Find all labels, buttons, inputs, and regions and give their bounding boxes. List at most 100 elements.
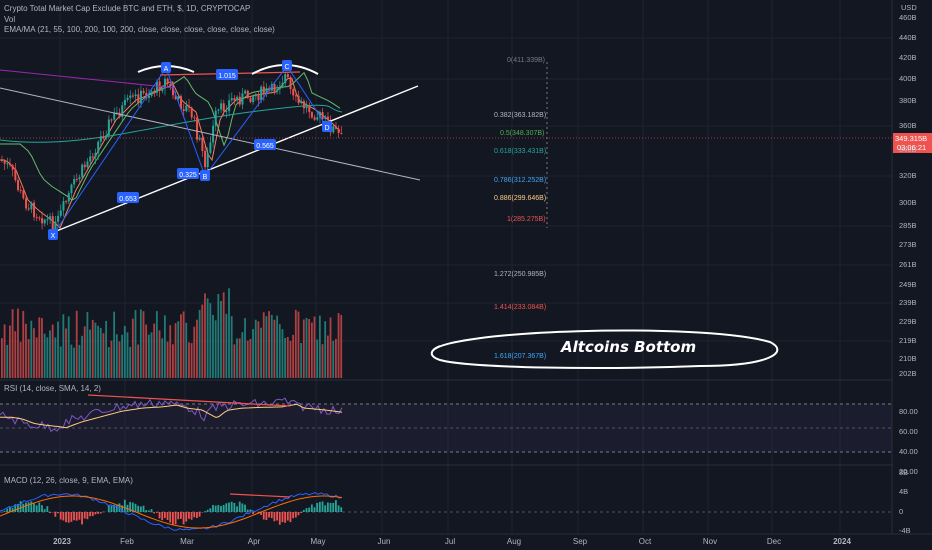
candle[interactable] — [113, 107, 116, 123]
candle[interactable] — [172, 81, 174, 100]
candle[interactable] — [276, 85, 279, 95]
candle[interactable] — [129, 90, 132, 104]
candle[interactable] — [126, 94, 129, 103]
candle[interactable] — [67, 190, 70, 205]
candle[interactable] — [163, 75, 166, 96]
ema-label[interactable]: EMA/MA (21, 55, 100, 200, 100, 200, clos… — [4, 25, 275, 34]
fib-level-label[interactable]: 0.618(333.431B) — [494, 148, 547, 155]
pattern-point-b[interactable]: B — [200, 170, 210, 181]
fib-level-label[interactable]: 0(411.339B) — [507, 57, 546, 64]
candle[interactable] — [281, 75, 284, 89]
candle[interactable] — [145, 87, 148, 101]
pattern-point-x[interactable]: X — [48, 229, 58, 240]
candle[interactable] — [206, 147, 209, 170]
candle[interactable] — [220, 99, 223, 114]
candle[interactable] — [238, 92, 241, 107]
candle[interactable] — [99, 130, 102, 148]
candle[interactable] — [198, 134, 201, 142]
fib-level-label[interactable]: 1.414(233.084B) — [494, 304, 547, 311]
candle[interactable] — [284, 72, 287, 87]
fib-level-label[interactable]: 0.382(363.182B) — [494, 112, 547, 119]
candle[interactable] — [233, 95, 236, 106]
fib-level-label[interactable]: 0.886(299.646B) — [494, 195, 547, 202]
pattern-ratio-label[interactable]: 0.565 — [254, 139, 276, 150]
candle[interactable] — [166, 77, 169, 88]
candle[interactable] — [6, 157, 9, 169]
currency-label[interactable]: USD — [901, 3, 917, 12]
candle[interactable] — [107, 115, 110, 139]
candle[interactable] — [278, 81, 281, 95]
candle[interactable] — [57, 210, 60, 227]
candle[interactable] — [65, 199, 68, 205]
candle[interactable] — [201, 134, 204, 157]
candle[interactable] — [244, 88, 247, 95]
candle[interactable] — [27, 203, 30, 212]
candle[interactable] — [9, 158, 12, 168]
candle[interactable] — [289, 75, 292, 95]
candle[interactable] — [83, 160, 86, 171]
trendline-resistance[interactable] — [0, 87, 421, 181]
candle[interactable] — [270, 81, 273, 94]
candle[interactable] — [75, 173, 78, 183]
candle[interactable] — [321, 107, 324, 124]
candle[interactable] — [252, 94, 255, 105]
candle[interactable] — [310, 111, 313, 120]
candle[interactable] — [188, 98, 191, 113]
candle[interactable] — [313, 114, 316, 122]
trendline-purple[interactable] — [0, 69, 176, 89]
candle[interactable] — [30, 201, 33, 213]
candle[interactable] — [228, 93, 231, 117]
fib-level-label[interactable]: 0.5(348.307B) — [500, 130, 545, 137]
candle[interactable] — [193, 114, 196, 122]
candle[interactable] — [97, 140, 100, 160]
xabcd-pattern[interactable]: X A B C D 0.653 1.015 0.325 0.565 — [48, 60, 332, 240]
candle[interactable] — [196, 116, 199, 143]
candle[interactable] — [38, 215, 41, 221]
candle[interactable] — [326, 111, 329, 122]
candle[interactable] — [209, 136, 212, 155]
candle[interactable] — [155, 79, 158, 97]
candle[interactable] — [249, 96, 252, 104]
candle[interactable] — [273, 81, 276, 95]
candle[interactable] — [254, 93, 257, 101]
candle[interactable] — [121, 101, 124, 122]
candle[interactable] — [292, 87, 295, 100]
candlesticks[interactable] — [1, 72, 343, 240]
candle[interactable] — [225, 105, 228, 118]
candle[interactable] — [134, 89, 137, 103]
candle[interactable] — [332, 124, 335, 134]
candle[interactable] — [334, 121, 337, 130]
candle[interactable] — [62, 196, 65, 217]
candle[interactable] — [102, 130, 105, 140]
candle[interactable] — [214, 106, 217, 132]
macd-label[interactable]: MACD (12, 26, close, 9, EMA, EMA) — [4, 476, 133, 485]
candle[interactable] — [337, 125, 340, 138]
pattern-point-a[interactable]: A — [161, 62, 171, 73]
candle[interactable] — [308, 102, 311, 119]
candle[interactable] — [340, 126, 343, 135]
candle[interactable] — [305, 100, 308, 113]
candle[interactable] — [302, 98, 305, 114]
candle[interactable] — [89, 149, 92, 167]
candle[interactable] — [241, 88, 244, 110]
candle[interactable] — [123, 94, 126, 110]
candle[interactable] — [41, 211, 44, 230]
candle[interactable] — [59, 204, 62, 218]
candle[interactable] — [294, 90, 297, 102]
candle[interactable] — [25, 194, 28, 211]
candle[interactable] — [43, 218, 46, 227]
candle[interactable] — [1, 155, 3, 163]
candle[interactable] — [70, 183, 73, 198]
candle[interactable] — [78, 174, 81, 183]
candle[interactable] — [91, 152, 94, 162]
candle[interactable] — [110, 118, 113, 123]
candle[interactable] — [297, 90, 300, 105]
fib-level-label[interactable]: 1.272(250.985B) — [494, 271, 547, 278]
candle[interactable] — [3, 159, 6, 171]
candle[interactable] — [22, 187, 25, 200]
candle[interactable] — [49, 213, 52, 224]
candle[interactable] — [204, 145, 207, 171]
candle[interactable] — [17, 177, 20, 193]
candle[interactable] — [222, 99, 225, 117]
